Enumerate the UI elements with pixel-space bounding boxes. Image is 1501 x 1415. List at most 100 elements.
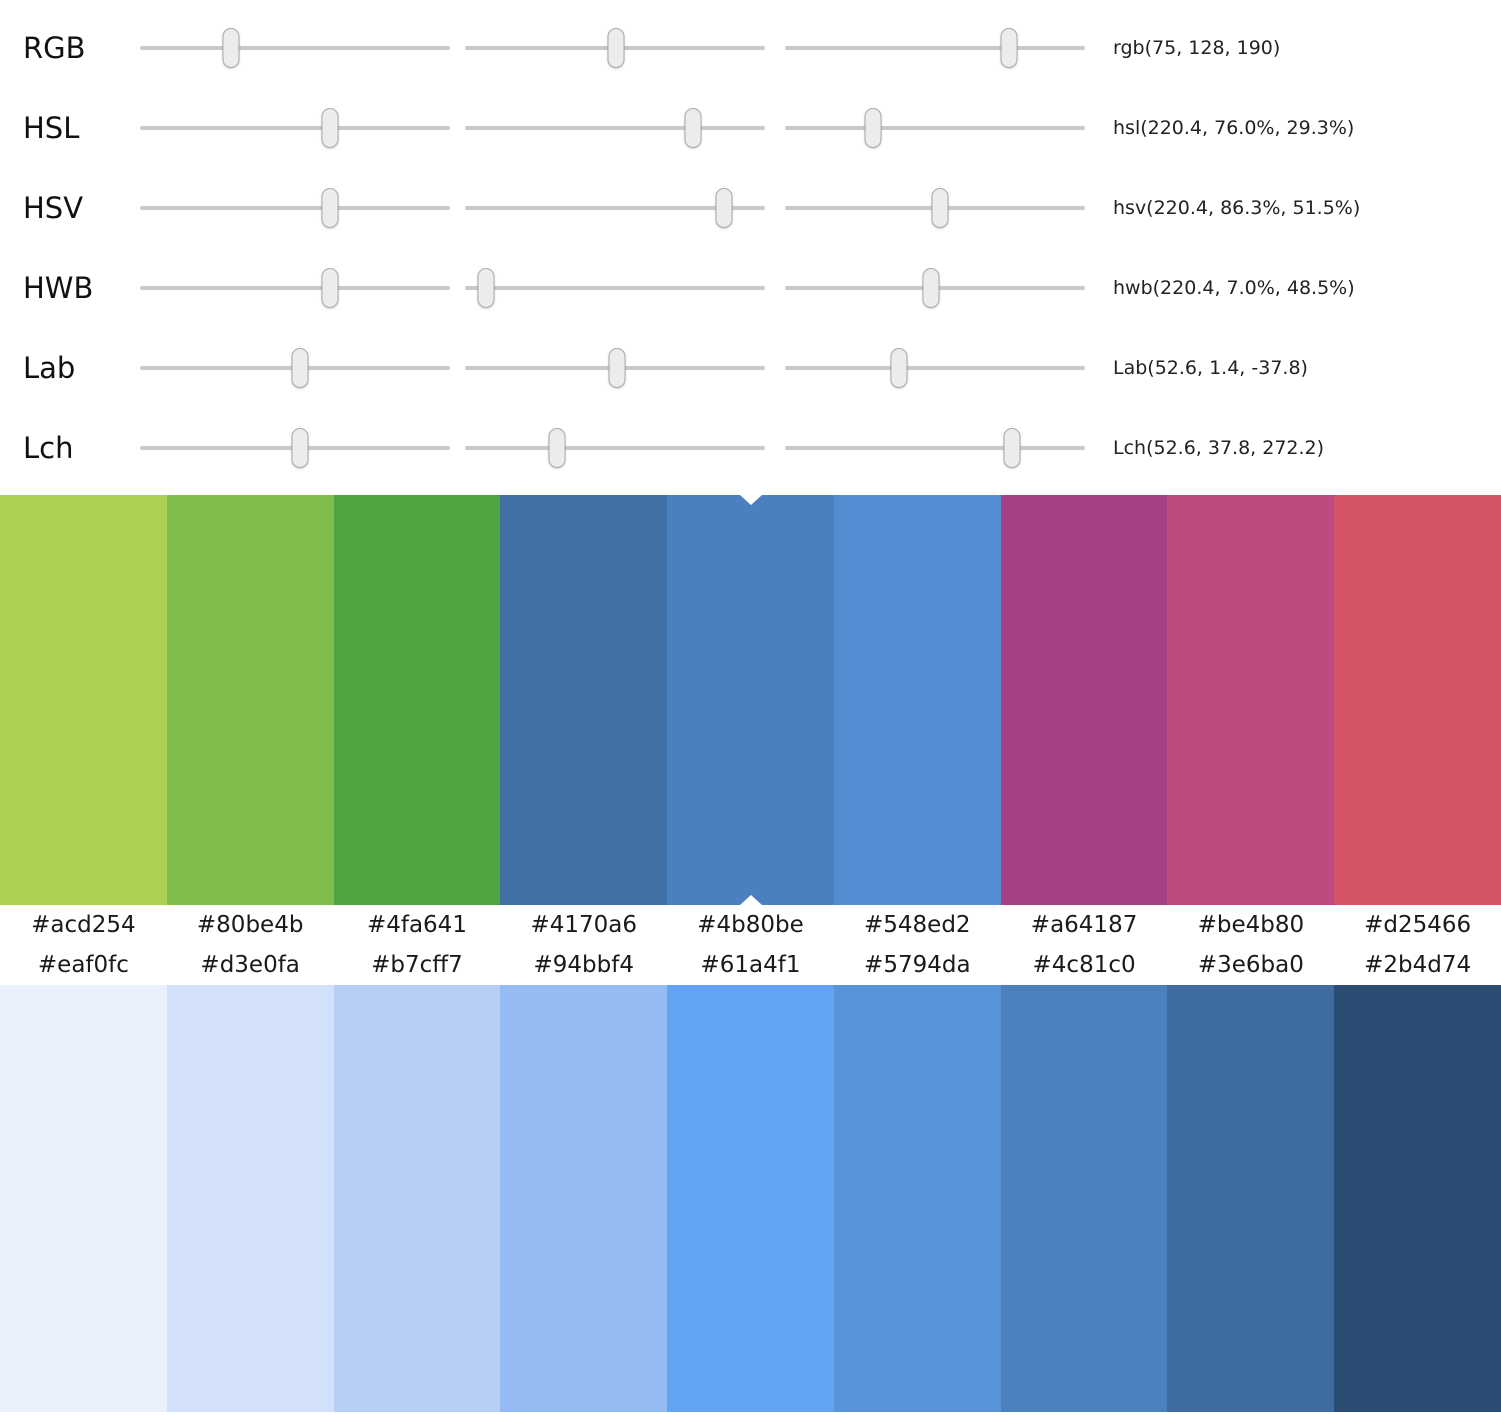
palette-swatch[interactable] bbox=[1000, 985, 1168, 1412]
hex-code: #94bbf4 bbox=[533, 952, 634, 978]
hwb-slider-channel-2[interactable] bbox=[465, 266, 765, 310]
slider-thumb[interactable] bbox=[477, 268, 495, 308]
slider-row-rgb: RGB rgb(75, 128, 190) bbox=[0, 8, 1501, 88]
hex-code: #4170a6 bbox=[530, 912, 637, 938]
slider-track bbox=[140, 126, 450, 130]
slider-thumb[interactable] bbox=[291, 428, 309, 468]
palette-swatch[interactable] bbox=[1000, 495, 1168, 905]
hwb-slider-channel-3[interactable] bbox=[785, 266, 1085, 310]
palette-swatch[interactable] bbox=[333, 495, 501, 905]
hex-code: #acd254 bbox=[31, 912, 136, 938]
lch-slider-channel-2[interactable] bbox=[465, 426, 765, 470]
lab-value-text: Lab(52.6, 1.4, -37.8) bbox=[1113, 357, 1308, 379]
hex-code: #3e6ba0 bbox=[1197, 952, 1304, 978]
color-slider-section: RGB rgb(75, 128, 190) HSL hsl(220.4, bbox=[0, 0, 1501, 488]
slider-row-label: RGB bbox=[23, 31, 86, 65]
lab-slider-channel-3[interactable] bbox=[785, 346, 1085, 390]
lch-slider-channel-3[interactable] bbox=[785, 426, 1085, 470]
palette-swatch[interactable] bbox=[1167, 985, 1335, 1412]
slider-thumb[interactable] bbox=[922, 268, 939, 308]
slider-thumb[interactable] bbox=[890, 348, 908, 388]
hue-palette bbox=[0, 495, 1501, 905]
palette-swatch[interactable] bbox=[833, 985, 1001, 1412]
lch-value-text: Lch(52.6, 37.8, 272.2) bbox=[1113, 437, 1325, 459]
palette-swatch[interactable] bbox=[1334, 495, 1501, 905]
slider-thumb[interactable] bbox=[684, 108, 702, 148]
slider-thumb[interactable] bbox=[222, 28, 240, 68]
shade-palette bbox=[0, 985, 1501, 1412]
palette-swatch[interactable] bbox=[1167, 495, 1335, 905]
slider-thumb[interactable] bbox=[931, 188, 948, 228]
hex-code: #80be4b bbox=[196, 912, 304, 938]
palette-swatch[interactable] bbox=[667, 985, 834, 1412]
hwb-slider-channel-1[interactable] bbox=[140, 266, 450, 310]
slider-thumb[interactable] bbox=[321, 188, 339, 228]
slider-thumb[interactable] bbox=[548, 428, 566, 468]
palette-swatch[interactable] bbox=[500, 495, 668, 905]
palette-swatch[interactable] bbox=[833, 495, 1001, 905]
slider-row-hwb: HWB hwb(220.4, 7.0%, 48.5%) bbox=[0, 248, 1501, 328]
slider-track bbox=[140, 46, 450, 50]
hsl-value-text: hsl(220.4, 76.0%, 29.3%) bbox=[1113, 117, 1355, 139]
rgb-slider-channel-3[interactable] bbox=[785, 26, 1085, 70]
hsv-slider-channel-2[interactable] bbox=[465, 186, 765, 230]
palette-swatch[interactable] bbox=[166, 985, 334, 1412]
hex-code: #61a4f1 bbox=[700, 952, 801, 978]
hex-code: #a64187 bbox=[1030, 912, 1138, 938]
palette-swatch-selected[interactable] bbox=[667, 495, 834, 905]
hsl-slider-channel-3[interactable] bbox=[785, 106, 1085, 150]
slider-track bbox=[140, 286, 450, 290]
palette-swatch[interactable] bbox=[166, 495, 334, 905]
slider-thumb[interactable] bbox=[321, 268, 339, 308]
hue-palette-hex-labels: #acd254 #80be4b #4fa641 #4170a6 #4b80be … bbox=[0, 905, 1501, 945]
slider-track bbox=[465, 446, 765, 450]
hex-code: #5794da bbox=[864, 952, 971, 978]
slider-thumb[interactable] bbox=[715, 188, 733, 228]
lab-slider-channel-2[interactable] bbox=[465, 346, 765, 390]
slider-track bbox=[785, 46, 1085, 50]
slider-track bbox=[465, 286, 765, 290]
hex-code: #be4b80 bbox=[1197, 912, 1305, 938]
hex-code: #d3e0fa bbox=[200, 952, 300, 978]
palette-swatch[interactable] bbox=[0, 985, 167, 1412]
rgb-slider-channel-1[interactable] bbox=[140, 26, 450, 70]
palette-swatch[interactable] bbox=[0, 495, 167, 905]
slider-track bbox=[140, 206, 450, 210]
hex-code: #eaf0fc bbox=[37, 952, 129, 978]
slider-row-hsv: HSV hsv(220.4, 86.3%, 51.5%) bbox=[0, 168, 1501, 248]
slider-row-label: Lch bbox=[23, 431, 74, 465]
slider-row-label: HSV bbox=[23, 191, 84, 225]
slider-thumb[interactable] bbox=[291, 348, 309, 388]
slider-row-label: Lab bbox=[23, 351, 76, 385]
slider-thumb[interactable] bbox=[608, 348, 625, 388]
hsv-slider-channel-3[interactable] bbox=[785, 186, 1085, 230]
hsl-slider-channel-1[interactable] bbox=[140, 106, 450, 150]
hex-code: #548ed2 bbox=[864, 912, 971, 938]
hex-code: #2b4d74 bbox=[1364, 952, 1472, 978]
slider-row-label: HWB bbox=[23, 271, 94, 305]
slider-track bbox=[785, 446, 1085, 450]
slider-thumb[interactable] bbox=[864, 108, 882, 148]
lab-slider-channel-1[interactable] bbox=[140, 346, 450, 390]
slider-track bbox=[465, 206, 765, 210]
palette-swatch[interactable] bbox=[333, 985, 501, 1412]
hex-code: #4c81c0 bbox=[1032, 952, 1136, 978]
slider-thumb[interactable] bbox=[321, 108, 339, 148]
hsv-slider-channel-1[interactable] bbox=[140, 186, 450, 230]
slider-track bbox=[785, 126, 1085, 130]
hex-code: #4fa641 bbox=[366, 912, 467, 938]
slider-row-lab: Lab Lab(52.6, 1.4, -37.8) bbox=[0, 328, 1501, 408]
lch-slider-channel-1[interactable] bbox=[140, 426, 450, 470]
shade-palette-hex-labels: #eaf0fc #d3e0fa #b7cff7 #94bbf4 #61a4f1 … bbox=[0, 945, 1501, 985]
hex-code: #d25466 bbox=[1364, 912, 1472, 938]
rgb-slider-channel-2[interactable] bbox=[465, 26, 765, 70]
hsv-value-text: hsv(220.4, 86.3%, 51.5%) bbox=[1113, 197, 1361, 219]
slider-thumb[interactable] bbox=[1000, 28, 1017, 68]
palette-swatch[interactable] bbox=[500, 985, 668, 1412]
palette-swatch[interactable] bbox=[1334, 985, 1501, 1412]
hex-code: #4b80be bbox=[697, 912, 804, 938]
slider-thumb[interactable] bbox=[1003, 428, 1021, 468]
hex-code: #b7cff7 bbox=[371, 952, 463, 978]
slider-thumb[interactable] bbox=[607, 28, 625, 68]
hsl-slider-channel-2[interactable] bbox=[465, 106, 765, 150]
